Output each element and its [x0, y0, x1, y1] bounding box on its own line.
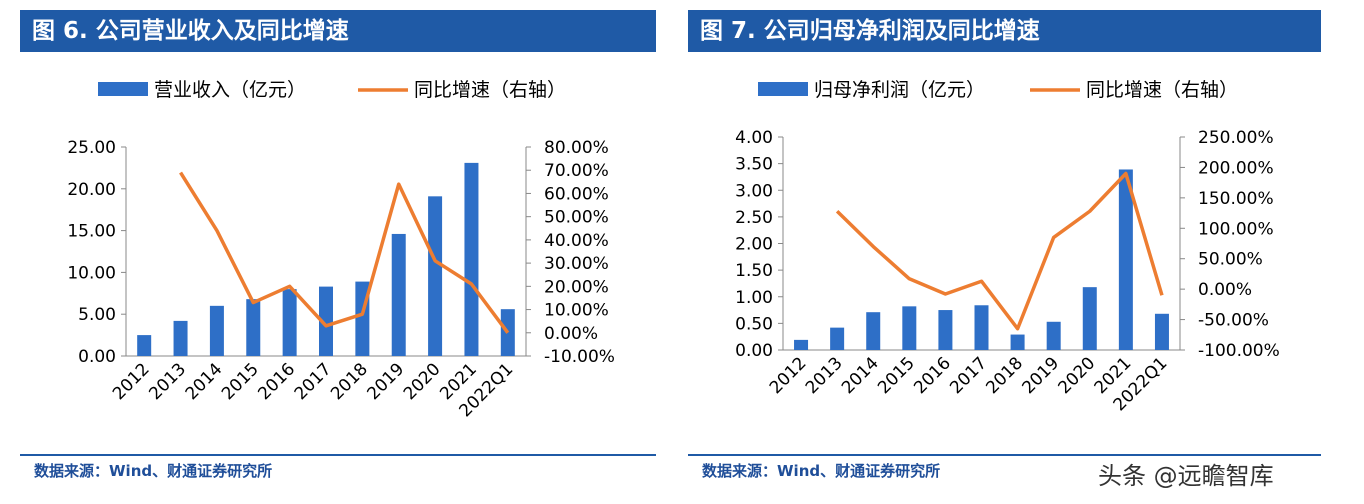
legend-bar-swatch: [758, 82, 808, 96]
x-tick-label: 2017: [946, 353, 991, 398]
y-tick-label: 0.00: [78, 347, 116, 367]
x-tick-label: 2019: [364, 359, 409, 404]
bar: [246, 299, 261, 356]
bar: [282, 289, 297, 356]
x-tick-label: 2020: [400, 359, 445, 404]
y-tick-label: 1.00: [735, 288, 773, 308]
y-tick-label: 0.00: [735, 341, 773, 361]
y2-tick-label: 0.00%: [1198, 280, 1252, 300]
legend-line-label: 同比增速（右轴）: [414, 79, 566, 101]
bar: [428, 196, 443, 356]
y-tick-label: 25.00: [67, 138, 116, 158]
x-tick-label: 2014: [182, 359, 227, 404]
y-tick-label: 2.00: [735, 235, 773, 255]
y-tick-label: 1.50: [735, 261, 773, 281]
bar: [209, 305, 224, 356]
x-tick-label: 2015: [218, 359, 263, 404]
y2-tick-label: 50.00%: [544, 208, 609, 228]
x-tick-label: 2018: [327, 359, 372, 404]
bar: [391, 233, 406, 356]
legend-line-label: 同比增速（右轴）: [1086, 79, 1238, 101]
y2-tick-label: 70.00%: [544, 161, 609, 181]
x-tick-label: 2014: [838, 353, 883, 398]
y-tick-label: 10.00: [67, 263, 116, 283]
bar: [830, 327, 845, 350]
y2-tick-label: 20.00%: [544, 277, 609, 297]
bar: [1154, 313, 1169, 350]
y2-tick-label: 0.00%: [544, 324, 598, 344]
x-tick-label: 2013: [802, 353, 847, 398]
bar: [319, 286, 333, 356]
y-tick-label: 4.00: [735, 128, 773, 148]
y-tick-label: 2.50: [735, 208, 773, 228]
y-tick-label: 15.00: [67, 222, 116, 242]
legend-bar-label: 营业收入（亿元）: [154, 79, 306, 101]
y2-tick-label: 100.00%: [1198, 219, 1274, 239]
legend-bar-swatch: [98, 82, 148, 96]
chart2-source: 数据来源：Wind、财通证券研究所: [702, 462, 941, 480]
x-tick-label: 2013: [145, 359, 190, 404]
y2-tick-label: 150.00%: [1198, 189, 1274, 209]
y2-tick-label: 200.00%: [1198, 158, 1274, 178]
bar: [1046, 321, 1061, 350]
y2-tick-label: 40.00%: [544, 231, 609, 251]
divider: [688, 454, 1321, 456]
y-tick-label: 20.00: [67, 180, 116, 200]
legend-bar-label: 归母净利润（亿元）: [814, 79, 985, 101]
y-tick-label: 0.50: [735, 314, 773, 334]
chart1-source: 数据来源：Wind、财通证券研究所: [34, 462, 273, 480]
y2-tick-label: -100.00%: [1198, 341, 1280, 361]
growth-line: [835, 171, 1164, 331]
chart1-title: 图 6. 公司营业收入及同比增速: [20, 10, 656, 52]
bar: [1118, 169, 1133, 350]
bar: [1082, 287, 1097, 350]
y-tick-label: 5.00: [78, 305, 116, 325]
bar: [974, 305, 989, 350]
x-tick-label: 2016: [254, 359, 299, 404]
y2-tick-label: 10.00%: [544, 301, 609, 321]
x-tick-label: 2018: [982, 353, 1027, 398]
bar: [1010, 334, 1025, 350]
bar: [902, 306, 917, 350]
bar: [137, 335, 152, 356]
bar: [938, 310, 953, 350]
x-tick-label: 2016: [910, 353, 955, 398]
y-tick-label: 3.00: [735, 181, 773, 201]
bar: [866, 312, 881, 350]
x-tick-label: 2019: [1018, 353, 1063, 398]
bar: [173, 320, 188, 356]
divider: [20, 454, 656, 456]
growth-line: [179, 171, 510, 334]
y2-tick-label: 60.00%: [544, 184, 609, 204]
x-tick-label: 2017: [291, 359, 336, 404]
watermark: 头条 @远瞻智库: [1098, 462, 1274, 490]
y2-tick-label: 250.00%: [1198, 128, 1274, 148]
x-tick-label: 2020: [1055, 353, 1100, 398]
x-tick-label: 2015: [874, 353, 919, 398]
y2-tick-label: 50.00%: [1198, 250, 1263, 270]
bar: [794, 339, 809, 350]
y-tick-label: 3.50: [735, 155, 773, 175]
y2-tick-label: -10.00%: [544, 347, 615, 367]
y2-tick-label: -50.00%: [1198, 311, 1269, 331]
y2-tick-label: 30.00%: [544, 254, 609, 274]
chart2-title: 图 7. 公司归母净利润及同比增速: [688, 10, 1321, 52]
bar: [464, 162, 479, 356]
y2-tick-label: 80.00%: [544, 138, 609, 158]
